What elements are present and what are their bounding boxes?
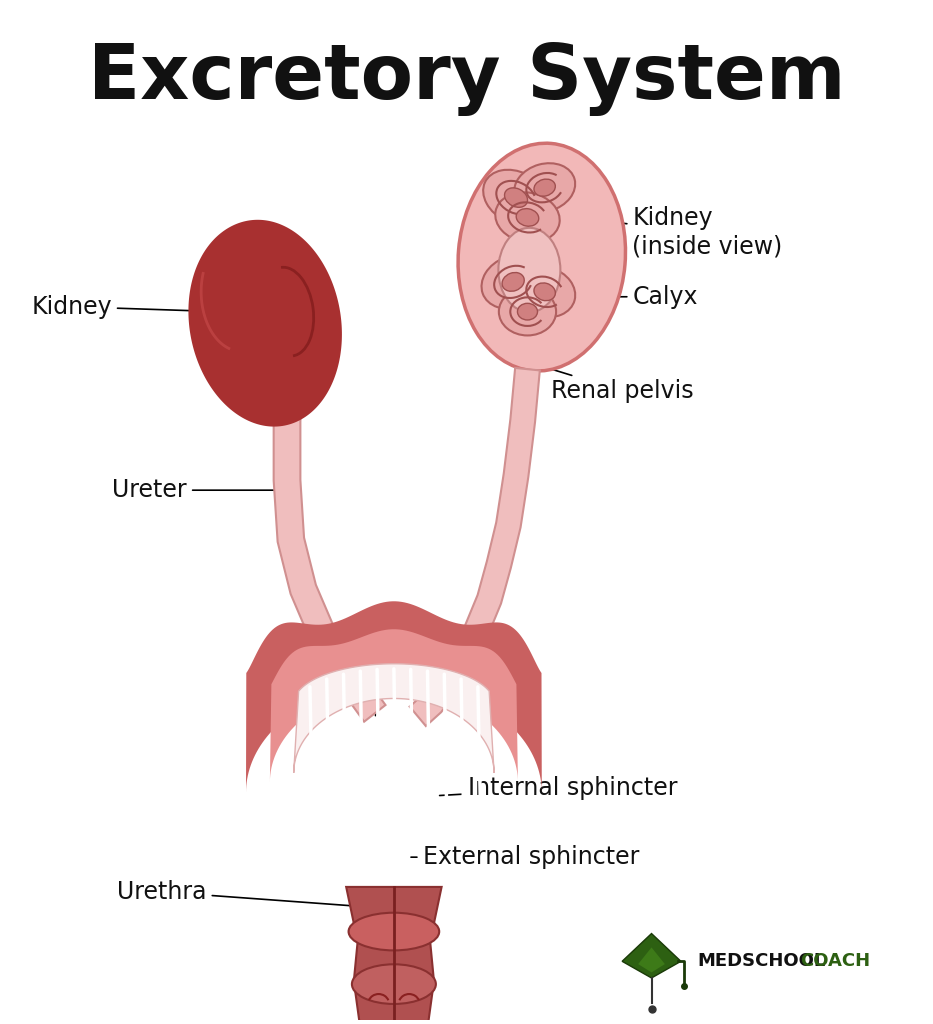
Ellipse shape: [505, 187, 527, 207]
Text: COACH: COACH: [801, 952, 870, 971]
Ellipse shape: [352, 965, 436, 1004]
Polygon shape: [638, 947, 665, 973]
Polygon shape: [188, 220, 341, 427]
Ellipse shape: [518, 303, 537, 319]
Polygon shape: [270, 630, 518, 782]
Polygon shape: [346, 887, 441, 1024]
Ellipse shape: [483, 170, 549, 225]
Text: Calyx: Calyx: [568, 285, 698, 309]
Ellipse shape: [495, 193, 560, 243]
Text: Excretory System: Excretory System: [88, 42, 845, 116]
Text: Bladder: Bladder: [344, 647, 436, 716]
Ellipse shape: [534, 179, 555, 197]
Ellipse shape: [499, 288, 556, 336]
Text: Renal pelvis: Renal pelvis: [528, 362, 694, 403]
Polygon shape: [273, 371, 385, 722]
Ellipse shape: [458, 143, 625, 371]
Ellipse shape: [516, 209, 538, 226]
Polygon shape: [622, 934, 681, 978]
Ellipse shape: [514, 266, 576, 317]
Text: Kidney: Kidney: [32, 295, 217, 318]
Polygon shape: [410, 368, 540, 726]
Text: Ureter: Ureter: [112, 478, 285, 502]
Text: Kidney
(inside view): Kidney (inside view): [570, 207, 783, 258]
Ellipse shape: [514, 163, 575, 212]
Polygon shape: [246, 601, 542, 793]
Ellipse shape: [481, 255, 545, 308]
Ellipse shape: [498, 227, 561, 312]
Ellipse shape: [502, 272, 524, 291]
Ellipse shape: [534, 283, 555, 301]
Text: External sphincter: External sphincter: [411, 845, 639, 869]
Text: Internal sphincter: Internal sphincter: [439, 776, 677, 800]
Ellipse shape: [349, 912, 439, 950]
Text: Urethra: Urethra: [118, 880, 363, 906]
Polygon shape: [294, 664, 494, 773]
Text: MEDSCHOOL: MEDSCHOOL: [697, 952, 826, 971]
